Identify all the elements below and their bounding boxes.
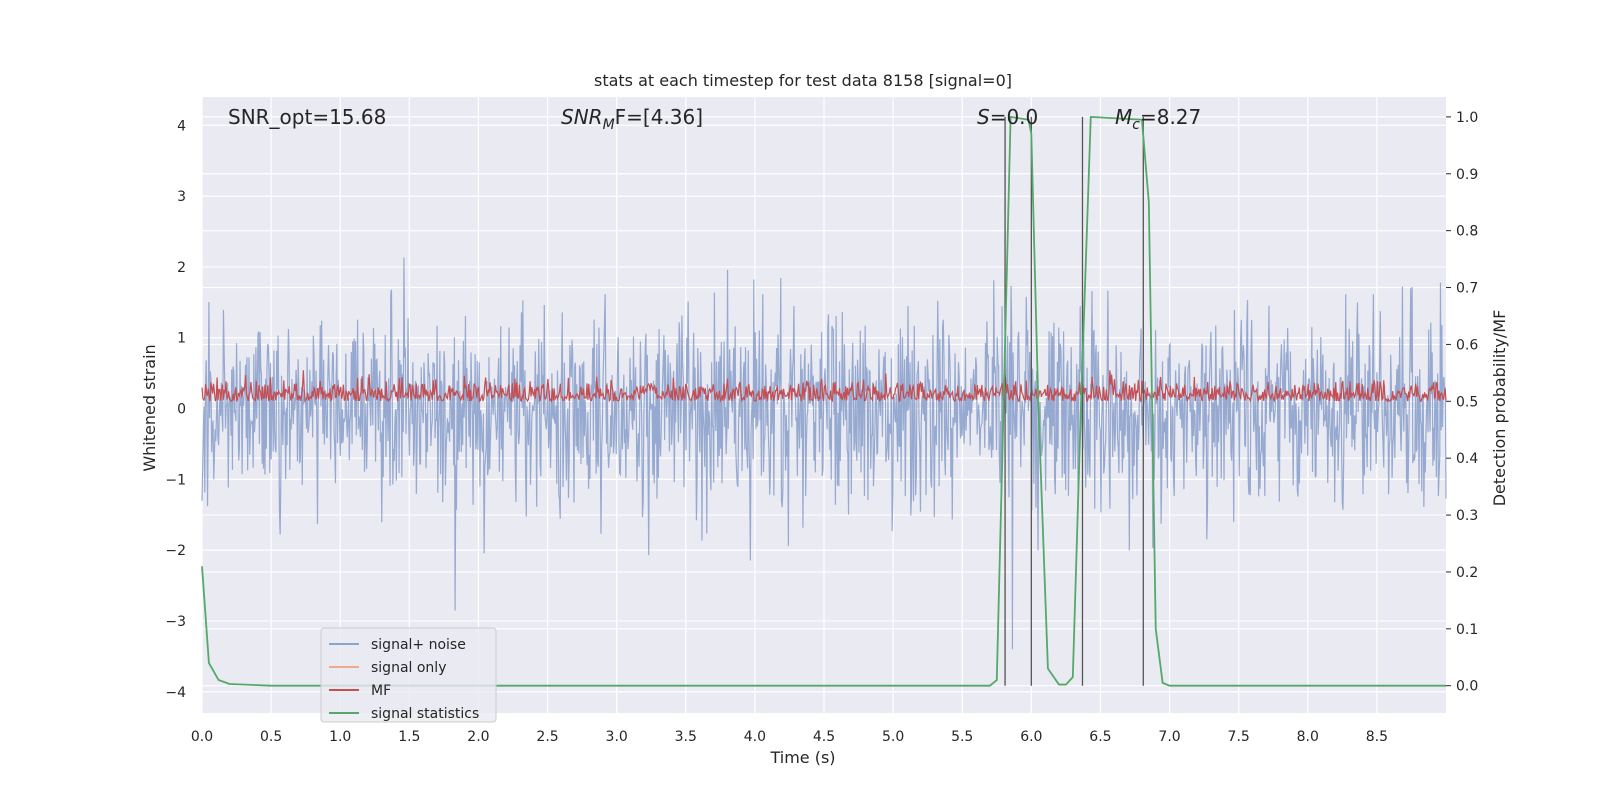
y-tick-label: −2 — [165, 543, 186, 559]
legend-item: MF — [329, 683, 391, 699]
x-tick-label: 4.0 — [744, 729, 766, 745]
s-label: S — [977, 105, 990, 129]
signal-statistics-series — [201, 115, 1446, 687]
mc-sub: c — [1132, 117, 1140, 133]
y-tick-label: 0 — [177, 402, 186, 418]
x-tick-label: 0.0 — [191, 729, 213, 745]
x-tick-label: 6.5 — [1089, 729, 1111, 745]
y-tick-label: −4 — [165, 685, 186, 701]
x-axis-label: Time (s) — [769, 748, 835, 767]
x-tick-label: 3.5 — [675, 729, 697, 745]
x-tick-labels: 0.0 0.5 1.0 1.5 2.0 2.5 3.0 3.5 4.0 4.5 5.0 5.5 6.0 6… — [191, 729, 1388, 745]
legend: signal+ noise signal only MF signal statist… — [320, 627, 497, 723]
y-right-tick-label: 0.6 — [1456, 337, 1478, 353]
y-right-tick-label: 0.4 — [1456, 451, 1478, 467]
x-tick-label: 3.0 — [606, 729, 628, 745]
legend-box — [320, 627, 497, 723]
mc-annotation: Mc=8.27 — [1115, 105, 1201, 133]
x-tick-label: 1.0 — [329, 729, 351, 745]
legend-item: signal statistics — [329, 706, 479, 722]
x-tick-label: 2.5 — [536, 729, 558, 745]
y-tick-label: −1 — [165, 472, 186, 488]
y-right-tick-label: 0.1 — [1456, 622, 1478, 638]
vertical-markers — [1004, 116, 1144, 686]
mc-label: M — [1115, 105, 1132, 129]
y-right-tick-labels: 0.0 0.1 0.2 0.3 0.4 0.5 0.6 0.7 0.8 0.9 1.0 — [1446, 110, 1478, 695]
x-tick-label: 4.5 — [813, 729, 835, 745]
signal-statistics-line — [201, 115, 1446, 687]
x-tick-label: 8.5 — [1366, 729, 1388, 745]
y-right-tick-label: 1.0 — [1456, 110, 1478, 126]
snr-mf-annotation: SNRMF=[4.36] — [561, 105, 703, 133]
mf-line — [201, 370, 1447, 404]
x-tick-label: 1.5 — [398, 729, 420, 745]
s-annotation: S=0.0 — [977, 105, 1038, 129]
s-value: =0.0 — [990, 105, 1039, 129]
y-right-tick-label: 0.2 — [1456, 565, 1478, 581]
x-tick-label: 5.5 — [951, 729, 973, 745]
y-right-axis-label: Detection probability/MF — [1490, 310, 1509, 507]
y-right-tick-label: 0.0 — [1456, 679, 1478, 695]
y-tick-label: 4 — [177, 118, 186, 134]
legend-label: signal only — [371, 660, 446, 676]
y-tick-labels: −4 −3 −2 −1 0 1 2 3 4 — [165, 118, 186, 700]
x-tick-label: 5.0 — [882, 729, 904, 745]
y-tick-label: −3 — [165, 614, 186, 630]
x-tick-label: 2.0 — [467, 729, 489, 745]
x-tick-label: 0.5 — [260, 729, 282, 745]
x-tick-label: 8.0 — [1297, 729, 1319, 745]
y-right-tick-label: 0.5 — [1456, 394, 1478, 410]
y-tick-label: 1 — [177, 331, 186, 347]
y-right-tick-label: 0.7 — [1456, 281, 1478, 297]
snr-mf-tail: F=[4.36] — [615, 105, 703, 129]
y-tick-label: 3 — [177, 189, 186, 205]
legend-item: signal only — [329, 660, 446, 676]
legend-label: signal+ noise — [371, 637, 466, 653]
mf-series — [201, 370, 1447, 404]
chart-title: stats at each timestep for test data 815… — [594, 71, 1012, 90]
mc-value: =8.27 — [1140, 105, 1201, 129]
y-tick-label: 2 — [177, 260, 186, 276]
y-right-tick-label: 0.3 — [1456, 508, 1478, 524]
legend-label: signal statistics — [371, 706, 479, 722]
legend-label: MF — [371, 683, 391, 699]
x-tick-label: 7.5 — [1228, 729, 1250, 745]
snr-mf-sub: M — [603, 117, 615, 133]
snr-opt-annotation: SNR_opt=15.68 — [228, 105, 386, 129]
x-tick-label: 7.0 — [1158, 729, 1180, 745]
y-right-tick-label: 0.8 — [1456, 224, 1478, 240]
y-right-tick-label: 0.9 — [1456, 167, 1478, 183]
y-axis-label: Whitened strain — [140, 344, 159, 471]
x-tick-label: 6.0 — [1020, 729, 1042, 745]
legend-item: signal+ noise — [329, 637, 466, 653]
snr-mf-main: SNR — [561, 105, 603, 129]
